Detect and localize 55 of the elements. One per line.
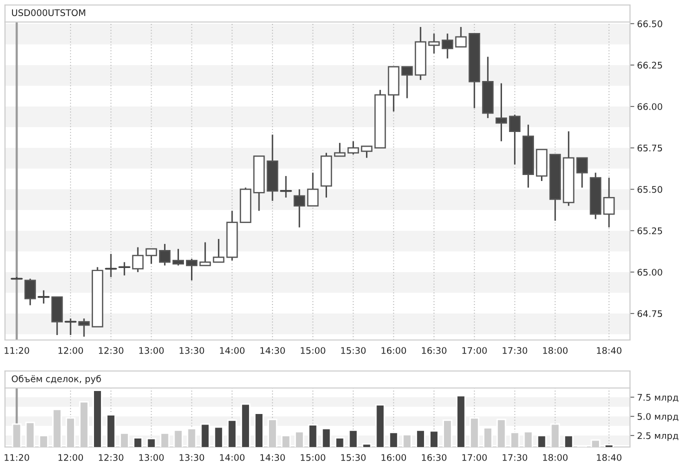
- x-tick-label: 18:00: [543, 454, 568, 461]
- y-tick-label: 65.75: [638, 144, 662, 152]
- candlestick: [104, 253, 117, 278]
- y-tick-label: 64.75: [638, 310, 662, 318]
- chart-title: USD000UTSTOM: [12, 9, 86, 16]
- x-tick-label: 12:30: [98, 347, 124, 354]
- x-tick-label: 16:00: [382, 347, 406, 354]
- y-tick-label: 65.25: [638, 227, 662, 234]
- x-tick-label: 11:20: [4, 454, 30, 461]
- x-tick-label: 15:00: [300, 454, 326, 461]
- x-tick-label: 14:00: [220, 454, 244, 461]
- x-tick-label: 13:30: [180, 347, 204, 354]
- candlestick: [442, 32, 454, 60]
- x-tick-label: 18:40: [596, 347, 622, 354]
- x-tick-label: 13:00: [139, 347, 164, 354]
- x-tick-label: 16:30: [422, 454, 446, 461]
- candlestick: [576, 157, 588, 188]
- x-tick-label: 17:30: [502, 347, 528, 354]
- candlestick: [159, 243, 171, 266]
- candlestick: [280, 175, 292, 198]
- candlestick: [118, 261, 130, 276]
- x-tick-label: 12:00: [58, 454, 83, 461]
- x-tick-label: 18:00: [543, 347, 568, 354]
- x-tick-label: 14:30: [260, 347, 285, 354]
- x-tick-label: 17:00: [462, 347, 487, 354]
- x-tick-label: 13:30: [180, 454, 204, 461]
- candlestick: [509, 114, 521, 166]
- y-tick-label: 66.25: [638, 62, 662, 69]
- x-tick-label: 16:30: [422, 347, 446, 354]
- x-tick-label: 17:00: [462, 454, 487, 461]
- x-tick-label: 11:20: [4, 347, 30, 354]
- x-tick-label: 15:30: [341, 347, 366, 354]
- x-tick-label: 16:00: [382, 454, 406, 461]
- y-tick-label: 65.00: [638, 268, 662, 276]
- y-tick-label: 66.50: [638, 20, 662, 28]
- y-tick-label: 65.50: [638, 186, 662, 193]
- candlestick: [401, 66, 413, 99]
- x-tick-label: 15:00: [300, 347, 326, 354]
- x-tick-label: 14:00: [220, 347, 244, 354]
- y-tick-label: 7.5 млрд: [638, 394, 678, 402]
- x-tick-label: 12:30: [98, 454, 124, 461]
- x-tick-label: 15:30: [341, 454, 366, 461]
- x-tick-label: 18:40: [596, 454, 622, 461]
- y-tick-label: 2.5 млрд: [638, 432, 678, 441]
- x-tick-label: 12:00: [58, 347, 83, 354]
- candlestick: [172, 248, 184, 266]
- x-tick-label: 17:30: [502, 454, 528, 461]
- candlestick: [294, 188, 306, 228]
- y-tick-label: 66.00: [638, 103, 662, 110]
- x-tick-label: 14:30: [260, 454, 285, 461]
- candlestick: [496, 82, 508, 142]
- chart-title: Объём сделок, руб: [12, 375, 101, 384]
- candlestick: [186, 258, 198, 282]
- x-tick-label: 13:00: [139, 454, 164, 461]
- y-tick-label: 5.0 млрд: [638, 413, 678, 422]
